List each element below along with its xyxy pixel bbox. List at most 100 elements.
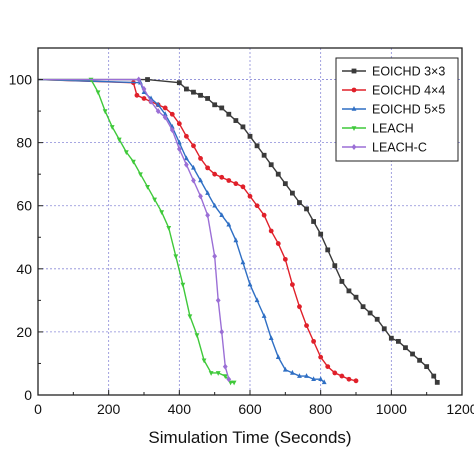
data-point bbox=[339, 279, 345, 284]
data-point bbox=[205, 190, 210, 195]
x-tick-label: 800 bbox=[309, 401, 333, 417]
data-point bbox=[339, 373, 345, 379]
y-tick-label: 20 bbox=[16, 324, 32, 340]
x-axis-label: Simulation Time (Seconds) bbox=[148, 428, 351, 447]
data-point bbox=[162, 111, 168, 117]
data-point bbox=[304, 373, 309, 378]
data-point bbox=[282, 366, 288, 372]
data-point bbox=[208, 371, 214, 376]
data-point bbox=[434, 379, 440, 385]
x-tick-label: 1000 bbox=[376, 401, 407, 417]
data-point bbox=[240, 124, 246, 130]
y-tick-label: 60 bbox=[16, 198, 32, 214]
data-point bbox=[226, 178, 232, 183]
data-point bbox=[226, 111, 232, 117]
data-point bbox=[141, 96, 147, 101]
data-point bbox=[136, 76, 142, 83]
data-point bbox=[169, 111, 175, 117]
data-point bbox=[222, 363, 228, 370]
data-point bbox=[176, 80, 182, 86]
legend-entry-label: LEACH-C bbox=[372, 141, 427, 155]
data-point bbox=[145, 185, 150, 190]
data-point bbox=[297, 304, 302, 310]
data-point bbox=[351, 144, 357, 150]
data-point bbox=[134, 92, 140, 98]
data-point bbox=[360, 304, 366, 310]
y-tick-label: 80 bbox=[16, 135, 32, 151]
data-point bbox=[381, 326, 387, 332]
data-point bbox=[261, 313, 267, 318]
legend-entry-label: EOICHD 5×5 bbox=[372, 103, 445, 117]
series-1 bbox=[37, 78, 359, 384]
data-point bbox=[318, 354, 324, 360]
data-point bbox=[353, 294, 359, 300]
data-point bbox=[222, 374, 228, 380]
series-line bbox=[38, 78, 230, 380]
data-point bbox=[431, 373, 437, 379]
data-point bbox=[219, 105, 225, 111]
x-tick-label: 400 bbox=[168, 401, 192, 417]
data-point bbox=[176, 121, 182, 127]
data-point bbox=[215, 297, 221, 304]
data-point bbox=[198, 193, 203, 200]
data-point bbox=[184, 86, 189, 92]
legend-entry-label: EOICHD 4×4 bbox=[372, 84, 445, 98]
series-2 bbox=[37, 78, 327, 385]
data-point bbox=[233, 118, 239, 123]
data-point bbox=[367, 310, 373, 316]
data-point bbox=[268, 228, 274, 234]
data-point bbox=[353, 378, 359, 384]
data-point bbox=[145, 77, 150, 82]
data-point bbox=[290, 190, 295, 196]
data-point bbox=[212, 102, 218, 108]
data-point bbox=[198, 177, 203, 183]
data-point bbox=[282, 256, 288, 262]
data-point bbox=[351, 87, 357, 93]
data-point bbox=[351, 126, 357, 131]
data-point bbox=[176, 139, 182, 145]
data-point bbox=[205, 212, 210, 219]
data-point bbox=[247, 133, 253, 139]
x-tick-label: 200 bbox=[97, 401, 121, 417]
series-line bbox=[38, 78, 438, 383]
x-tick-label: 600 bbox=[238, 401, 262, 417]
data-point bbox=[201, 358, 207, 364]
data-point bbox=[325, 364, 331, 370]
data-point bbox=[268, 335, 274, 341]
data-point bbox=[275, 171, 281, 177]
data-point bbox=[247, 281, 253, 287]
series-line bbox=[37, 78, 357, 382]
data-point bbox=[180, 282, 186, 288]
data-point bbox=[247, 193, 253, 199]
data-point bbox=[184, 155, 189, 161]
data-point bbox=[152, 197, 157, 203]
data-point bbox=[396, 338, 401, 344]
series-layer bbox=[37, 76, 440, 386]
legend: EOICHD 3×3 EOICHD 4×4 EOICHD 5×5 LEACH LEACH… bbox=[335, 57, 459, 162]
data-point bbox=[240, 184, 246, 190]
data-point bbox=[205, 96, 210, 101]
data-point bbox=[233, 181, 239, 187]
data-point bbox=[346, 288, 352, 294]
data-point bbox=[325, 247, 331, 253]
data-point bbox=[304, 206, 309, 212]
data-point bbox=[275, 241, 281, 246]
data-point bbox=[131, 159, 136, 165]
data-point bbox=[311, 338, 316, 344]
data-point bbox=[155, 101, 161, 107]
series-0 bbox=[38, 77, 440, 385]
data-point bbox=[198, 156, 203, 161]
data-point bbox=[148, 98, 154, 105]
data-point bbox=[212, 253, 218, 260]
x-tick-label: 1200 bbox=[446, 401, 474, 417]
data-point bbox=[205, 165, 211, 171]
data-point bbox=[311, 376, 316, 382]
data-point bbox=[141, 86, 147, 93]
data-point bbox=[159, 210, 165, 216]
data-point bbox=[212, 202, 218, 208]
data-point bbox=[297, 200, 302, 205]
legend-entry-label: EOICHD 3×3 bbox=[372, 65, 445, 79]
data-point bbox=[410, 351, 415, 357]
